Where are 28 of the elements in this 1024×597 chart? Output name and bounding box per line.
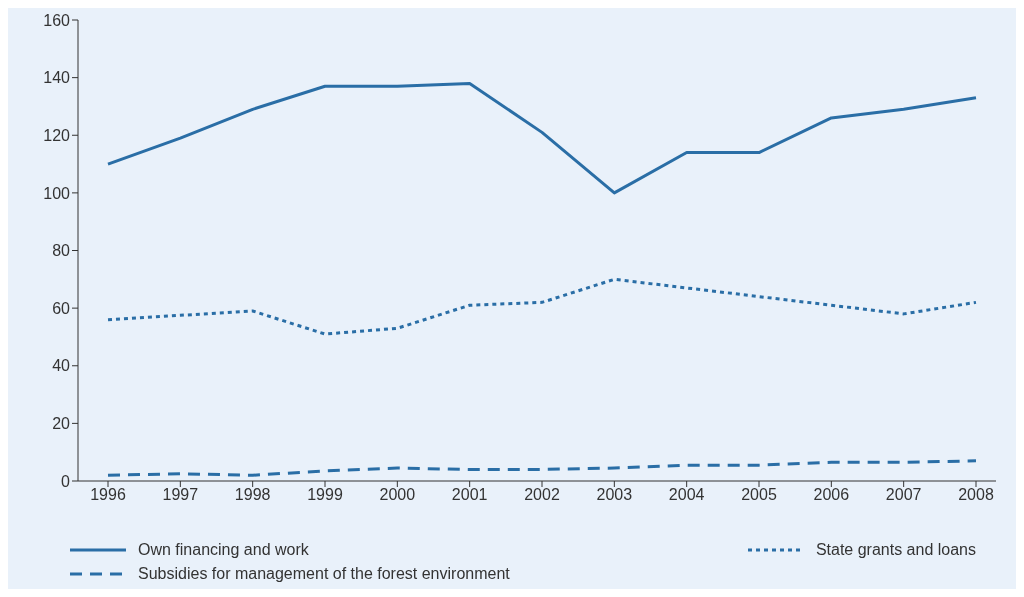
x-tick-label: 2007: [885, 486, 922, 504]
x-tick-label: 2002: [524, 486, 560, 504]
x-tick-label: 1999: [307, 486, 343, 504]
x-tick-label: 1996: [90, 486, 126, 504]
y-tick-label: 160: [43, 11, 71, 29]
y-tick-label: 60: [52, 299, 71, 317]
y-tick-label: 100: [43, 184, 71, 202]
legend-label: State grants and loans: [815, 541, 976, 559]
y-tick-label: 120: [43, 126, 71, 144]
y-tick-label: 140: [43, 69, 71, 87]
x-tick-label: 2006: [813, 486, 850, 504]
y-tick-label: 0: [61, 472, 71, 490]
y-tick-label: 80: [52, 242, 71, 260]
line-series: [106, 81, 978, 195]
x-tick-label: 2005: [741, 486, 777, 504]
y-tick-label: 20: [52, 415, 71, 433]
legend-label: Own financing and work: [138, 541, 309, 559]
x-tick-label: 2001: [451, 486, 488, 504]
legend-label: Subsidies for management of the forest environment: [138, 565, 510, 583]
y-tick-label: 40: [52, 357, 71, 375]
x-tick-label: 2003: [596, 486, 633, 504]
line-series: [106, 277, 978, 336]
x-tick-label: 2004: [668, 486, 705, 504]
x-tick-label: 1998: [234, 486, 271, 504]
x-tick-label: 2008: [958, 486, 994, 504]
line-series: [106, 459, 978, 477]
x-tick-label: 2000: [379, 486, 416, 504]
x-tick-label: 1997: [162, 486, 199, 504]
